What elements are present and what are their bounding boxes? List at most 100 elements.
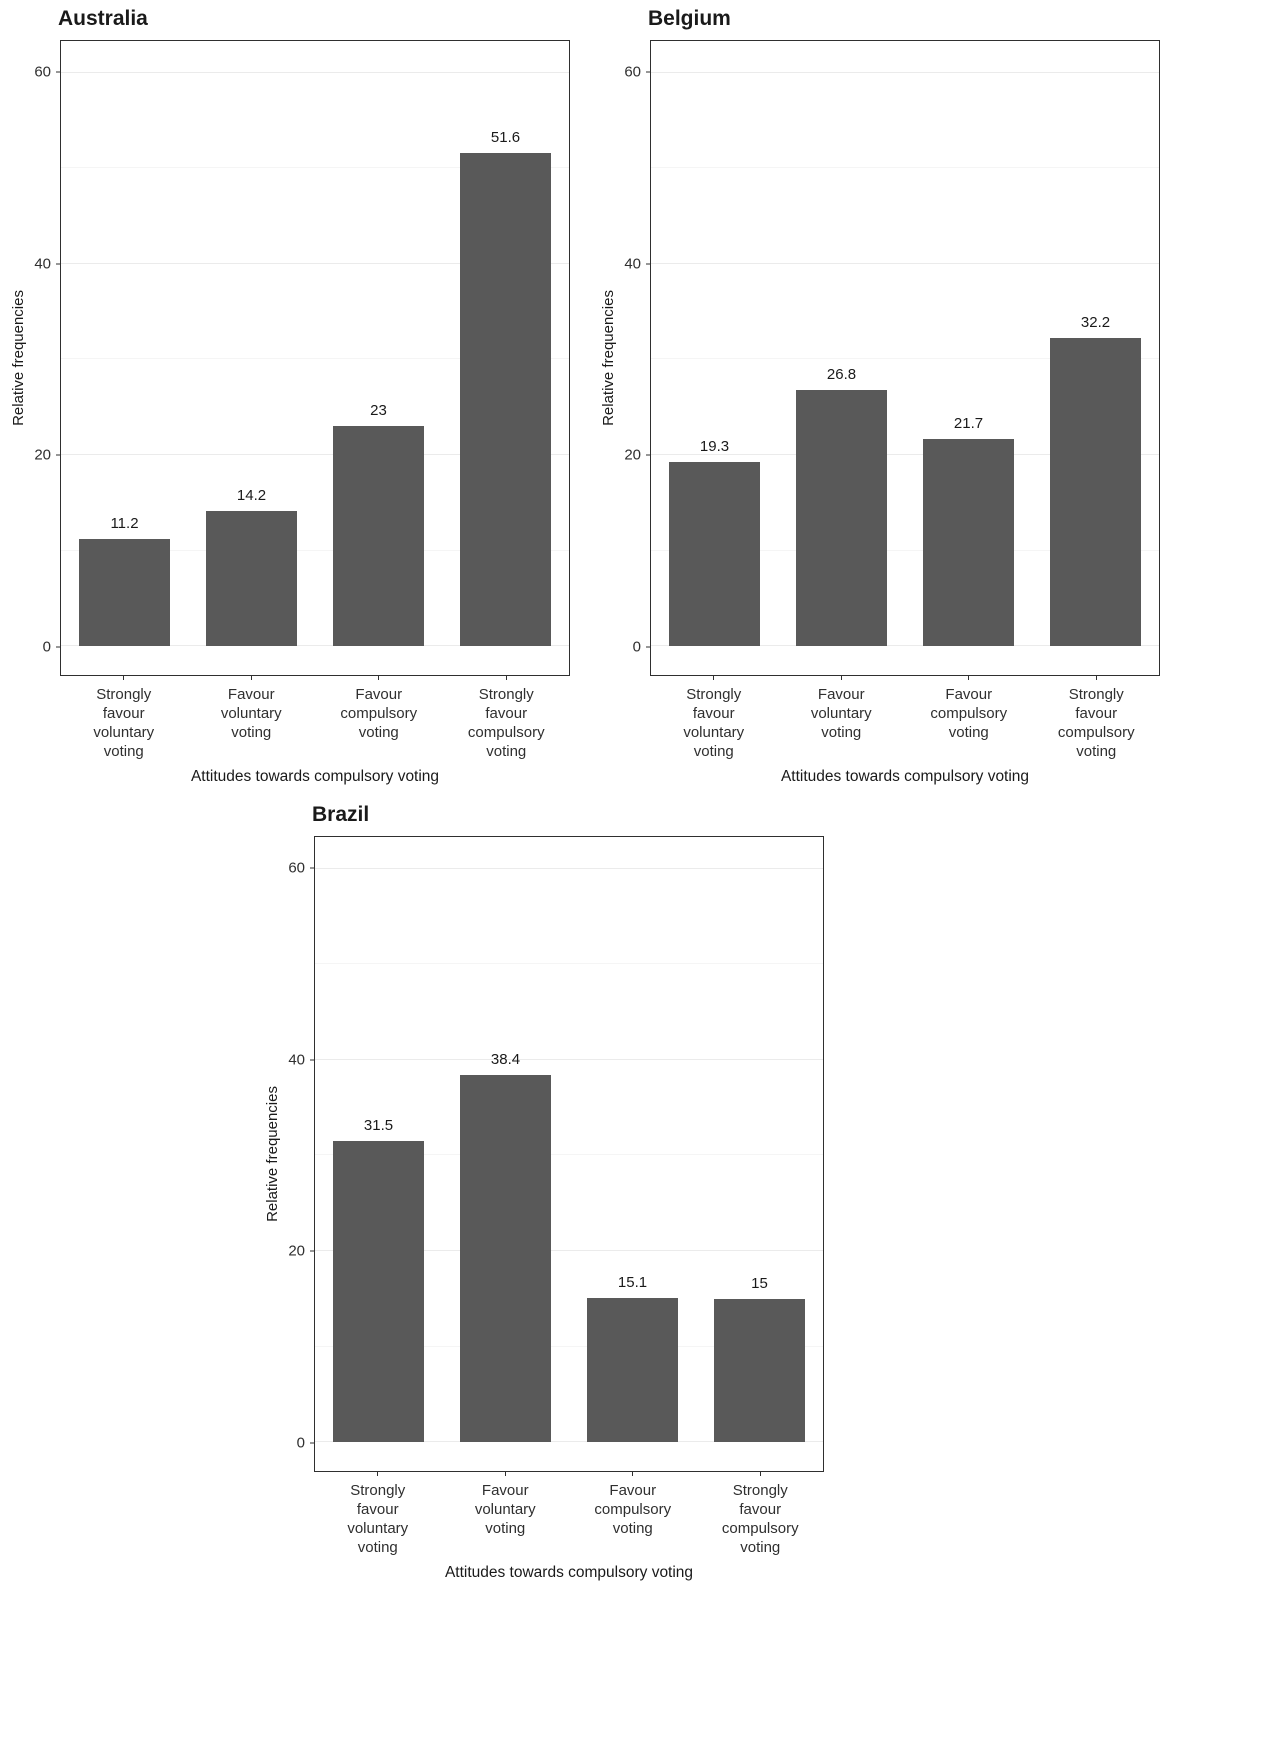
y-tick-mark [646,71,650,73]
panel: 19.3 26.8 21.7 32.2 [650,40,1160,676]
gridline-minor [61,549,569,551]
y-tick-mark [56,646,60,648]
x-tick-label-line: Favour [609,1482,657,1499]
y-axis-title-text: Relative frequencies [9,290,27,426]
x-tick-labels: Strongly favour voluntary voting Favour volun… [650,685,1160,761]
x-tick-mark [840,676,842,680]
x-tick-label-line: voting [486,743,527,760]
x-tick-label-line: voluntary [474,1501,536,1518]
panel: 31.5 38.4 15.1 15 [314,836,824,1472]
y-axis-title-text: Relative frequencies [599,290,617,426]
y-tick-label: 60 [34,63,51,81]
x-tick-label-line: voting [821,724,862,741]
x-tick-label-line: compulsory [467,724,545,741]
x-tick-mark [504,1472,506,1476]
bar [1049,338,1142,647]
x-tick-label: Strongly favour voluntary voting [60,685,188,761]
x-tick-label-line: compulsory [594,1501,672,1518]
chart-title: Belgium [648,7,731,30]
x-tick-label: Favour compulsory voting [905,685,1033,761]
bar-value-label: 26.8 [826,366,857,384]
x-tick-label-line: voting [1076,743,1117,760]
chart-body: Relative frequencies 0 20 40 60 19.3 26.8 21.… [598,40,1166,786]
x-tick-label-line: Strongly [732,1482,788,1499]
y-tick-mark [56,71,60,73]
x-tick-label: Strongly favour voluntary voting [650,685,778,761]
x-tick-mark [250,676,252,680]
gridline-major [61,454,569,456]
bar [795,390,888,647]
x-axis-title: Attitudes towards compulsory voting [444,1564,694,1581]
y-tick-label: 60 [288,859,305,877]
y-tick-mark [646,646,650,648]
bar-value-label: 32.2 [1080,314,1111,332]
x-tick-label-line: compulsory [1057,724,1135,741]
bar-value-label: 38.4 [490,1051,521,1069]
x-tick-marks [314,1472,824,1477]
bar-value-label: 14.2 [236,486,267,504]
gridline-major [61,645,569,647]
x-tick-label-line: Strongly [478,686,534,703]
gridline-major [61,71,569,73]
x-tick-label-line: favour [102,705,145,722]
x-tick-label-line: Favour [355,686,403,703]
x-axis-title: Attitudes towards compulsory voting [190,768,440,785]
x-tick-label-line: compulsory [340,705,418,722]
y-tick-label: 0 [296,1434,305,1452]
y-tick-mark [310,867,314,869]
x-tick-mark [378,676,380,680]
x-tick-label-line: voting [358,724,399,741]
x-tick-label-line: voting [740,1539,781,1556]
bar-value-label: 15 [751,1274,768,1292]
gridline-major [315,1058,823,1060]
x-tick-label-line: Strongly [96,686,152,703]
gridline-major [651,71,1159,73]
bar-value-label: 23 [370,402,387,420]
x-tick-label-line: favour [1075,705,1118,722]
x-tick-mark [1095,676,1097,680]
gridline-minor [61,358,569,360]
x-tick-label-line: voting [357,1539,398,1556]
x-tick-labels: Strongly favour voluntary voting Favour volun… [314,1481,824,1557]
gridline-major [315,1250,823,1252]
x-tick-label-line: voting [693,743,734,760]
x-tick-labels: Strongly favour voluntary voting Favour volun… [60,685,570,761]
x-tick-label-line: voting [948,724,989,741]
chart-body: Relative frequencies 0 20 40 60 11.2 14.2 23 5… [8,40,576,786]
x-tick-mark [377,1472,379,1476]
x-axis-title: Attitudes towards compulsory voting [780,768,1030,785]
x-tick-mark [713,676,715,680]
bar [459,1075,552,1443]
plot-area: 11.2 14.2 23 51.6 Strongly favour voluntary vo… [60,40,570,786]
gridline-major [315,867,823,869]
y-tick-mark [56,454,60,456]
x-tick-mark [759,1472,761,1476]
chart-title: Australia [58,7,148,30]
y-tick-label: 40 [34,255,51,273]
y-axis-title: Relative frequencies [598,40,618,676]
x-tick-label: Favour compulsory voting [569,1481,697,1557]
chart-brazil: Brazil Relative frequencies 0 20 40 60 31.5… [262,802,830,1582]
x-tick-label: Favour voluntary voting [778,685,906,761]
x-tick-marks [60,676,570,681]
y-tick-label: 40 [288,1051,305,1069]
y-tick-label: 0 [42,638,51,656]
x-tick-mark [123,676,125,680]
chart-body: Relative frequencies 0 20 40 60 31.5 38.4 15.… [262,836,830,1582]
chart-title: Brazil [312,803,370,826]
x-tick-label-line: voting [612,1520,653,1537]
x-tick-label-line: voluntary [220,705,282,722]
gridline-minor [315,1154,823,1156]
x-tick-marks [650,676,1160,681]
x-tick-label-line: favour [692,705,735,722]
panel: 11.2 14.2 23 51.6 [60,40,570,676]
x-tick-label-line: voluntary [347,1520,409,1537]
x-tick-label-line: Favour [481,1482,529,1499]
bar [459,152,552,647]
gridline-major [651,454,1159,456]
y-tick-mark [646,263,650,265]
bar-value-label: 51.6 [490,128,521,146]
gridline-minor [61,167,569,169]
bar [668,461,761,647]
